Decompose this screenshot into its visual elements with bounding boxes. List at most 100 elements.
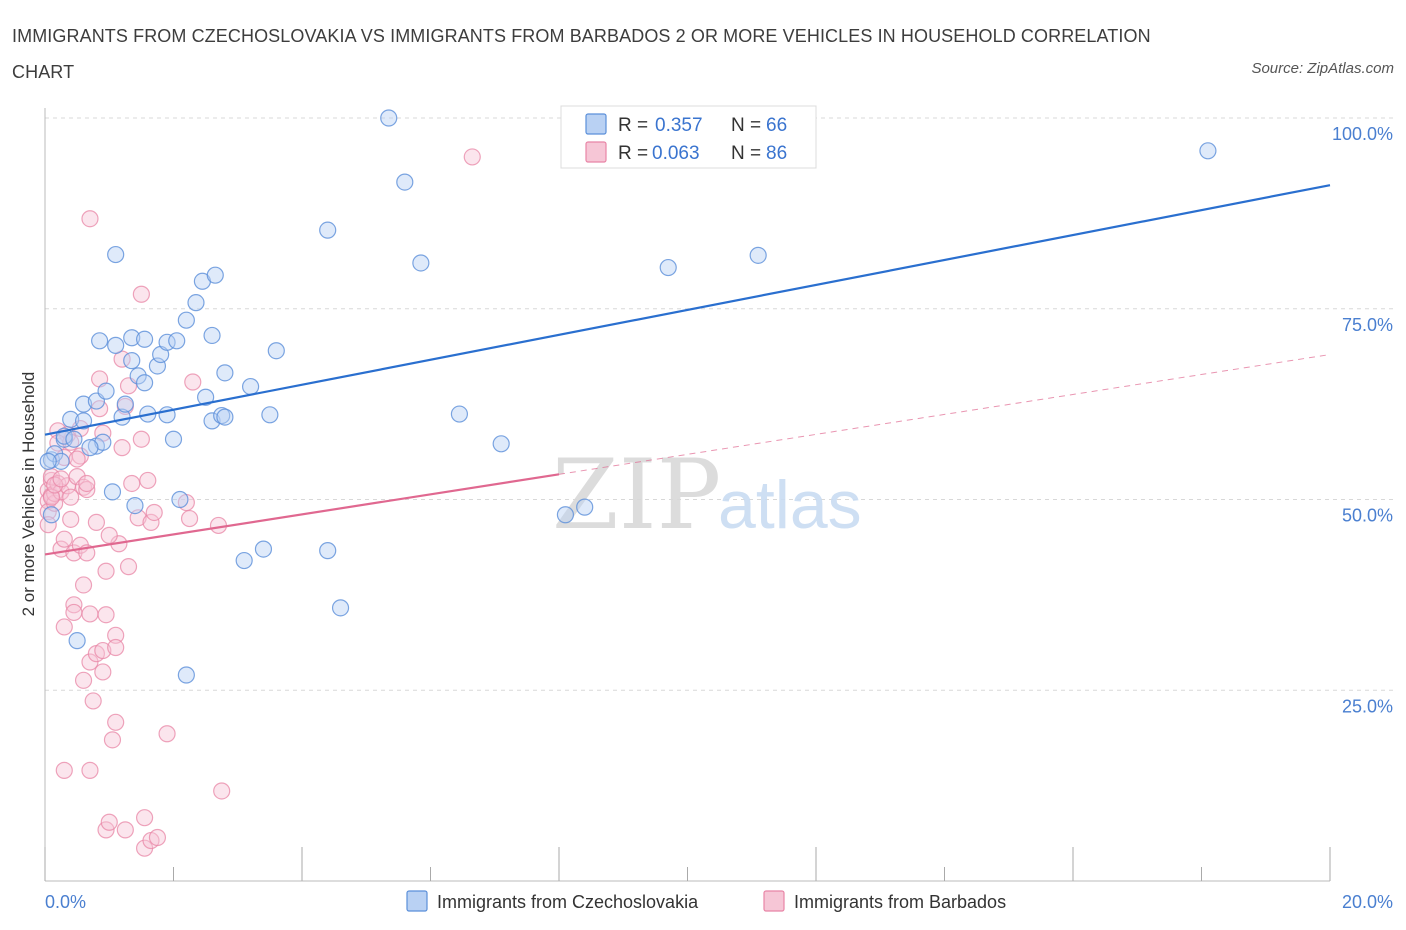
barbados-point bbox=[158, 725, 176, 743]
czech-point bbox=[177, 666, 195, 684]
barbados-point bbox=[103, 731, 122, 749]
czech-point bbox=[62, 410, 80, 428]
axes bbox=[44, 108, 1331, 882]
barbados-point bbox=[132, 430, 150, 448]
barbados-point bbox=[39, 516, 57, 534]
czech-point bbox=[135, 374, 154, 392]
barbados-point bbox=[132, 285, 150, 303]
barbados-point bbox=[97, 606, 115, 624]
barbados-point bbox=[52, 483, 70, 501]
czech-point bbox=[126, 497, 144, 515]
czech-point bbox=[171, 490, 189, 509]
legend-r-value-czech: 0.357 bbox=[655, 115, 703, 136]
watermark-atlas: atlas bbox=[718, 467, 862, 543]
czech-point bbox=[52, 452, 70, 470]
bottom-legend-label-barbados: Immigrants from Barbados bbox=[794, 892, 1006, 912]
barbados-point bbox=[107, 626, 125, 644]
czech-point bbox=[107, 336, 125, 354]
czech-point bbox=[235, 551, 253, 570]
legend-r-value-barbados: 0.063 bbox=[652, 143, 700, 164]
legend-r-label-barbados: R = bbox=[618, 143, 648, 164]
barbados-point bbox=[52, 470, 70, 488]
czech-point bbox=[74, 395, 93, 413]
barbados-point bbox=[94, 641, 112, 660]
czech-point bbox=[267, 342, 285, 360]
barbados-point bbox=[94, 663, 112, 681]
legend-n-value-czech: 66 bbox=[766, 115, 787, 136]
czech-point bbox=[164, 430, 183, 448]
top-legend: R = 0.357 N = 66 R = 0.063 N = 86 bbox=[560, 105, 817, 169]
barbados-point bbox=[78, 480, 96, 499]
czech-point bbox=[331, 599, 350, 617]
barbados-point bbox=[139, 471, 157, 490]
czech-point bbox=[177, 311, 195, 329]
barbados-point bbox=[100, 813, 118, 831]
czech-point bbox=[168, 332, 186, 350]
czech-point bbox=[97, 382, 115, 400]
bottom-legend: Immigrants from Czechoslovakia Immigrant… bbox=[406, 890, 1006, 912]
czech-point bbox=[216, 364, 234, 382]
czech-point bbox=[203, 412, 221, 430]
barbados-point bbox=[145, 503, 163, 522]
y-tick-label-1: 75.0% bbox=[1342, 315, 1393, 335]
barbados-point bbox=[55, 761, 73, 779]
legend-swatch-barbados bbox=[585, 141, 607, 163]
czech-point bbox=[556, 506, 575, 524]
barbados-point bbox=[87, 513, 106, 531]
chart-source: Source: ZipAtlas.com bbox=[1251, 60, 1394, 77]
czech-point bbox=[216, 408, 234, 426]
czech-point bbox=[129, 367, 147, 385]
czech-point bbox=[103, 483, 122, 501]
czech-point bbox=[197, 388, 215, 406]
czech-point bbox=[261, 406, 279, 424]
bottom-legend-swatch-czech bbox=[406, 890, 428, 912]
barbados-point bbox=[116, 821, 134, 839]
czech-point bbox=[319, 221, 337, 239]
barbados-point bbox=[62, 488, 80, 506]
bottom-legend-label-czech: Immigrants from Czechoslovakia bbox=[437, 892, 699, 912]
barbados-points bbox=[39, 148, 481, 857]
legend-n-value-barbados: 86 bbox=[766, 143, 787, 164]
barbados-point bbox=[62, 510, 80, 528]
barbados-point bbox=[97, 562, 115, 580]
czech-point bbox=[492, 435, 510, 453]
czech-point bbox=[107, 245, 125, 264]
czech-points bbox=[39, 109, 1217, 684]
czech-point bbox=[576, 498, 594, 516]
barbados-point bbox=[135, 809, 154, 827]
barbados-point bbox=[142, 513, 160, 531]
chart-title: IMMIGRANTS FROM CZECHOSLOVAKIA VS IMMIGR… bbox=[12, 26, 1151, 82]
y-tick-label-2: 50.0% bbox=[1342, 506, 1393, 526]
barbados-point bbox=[113, 439, 131, 457]
barbados-point bbox=[81, 761, 99, 779]
czech-point bbox=[74, 412, 93, 430]
barbados-point bbox=[107, 638, 125, 657]
y-tick-labels: 100.0% 75.0% 50.0% 25.0% bbox=[1332, 124, 1393, 716]
grid-lines bbox=[45, 117, 1395, 691]
barbados-point bbox=[123, 474, 141, 493]
czech-point bbox=[412, 254, 430, 272]
czech-point bbox=[242, 377, 260, 396]
czech-point bbox=[68, 632, 86, 650]
czech-trend-line bbox=[44, 184, 1331, 436]
watermark-zip: ZIP bbox=[552, 439, 721, 551]
barbados-point bbox=[119, 558, 138, 576]
barbados-trend-line bbox=[44, 473, 560, 556]
barbados-point bbox=[81, 605, 99, 623]
trend-lines bbox=[44, 184, 1331, 556]
y-axis-label: 2 or more Vehicles in Household bbox=[19, 372, 38, 617]
czech-point bbox=[749, 246, 767, 264]
barbados-point bbox=[213, 782, 231, 800]
barbados-point bbox=[68, 450, 86, 468]
legend-n-label-czech: N = bbox=[731, 115, 761, 136]
czech-point bbox=[65, 430, 83, 448]
czech-point bbox=[659, 258, 677, 277]
barbados-point bbox=[74, 671, 93, 689]
czech-point bbox=[42, 506, 61, 524]
czech-point bbox=[116, 395, 134, 413]
watermark: ZIP atlas bbox=[552, 439, 862, 551]
barbados-point bbox=[81, 210, 99, 228]
bottom-legend-swatch-barbados bbox=[763, 890, 785, 912]
czech-point bbox=[123, 352, 141, 370]
czech-point bbox=[187, 294, 205, 312]
